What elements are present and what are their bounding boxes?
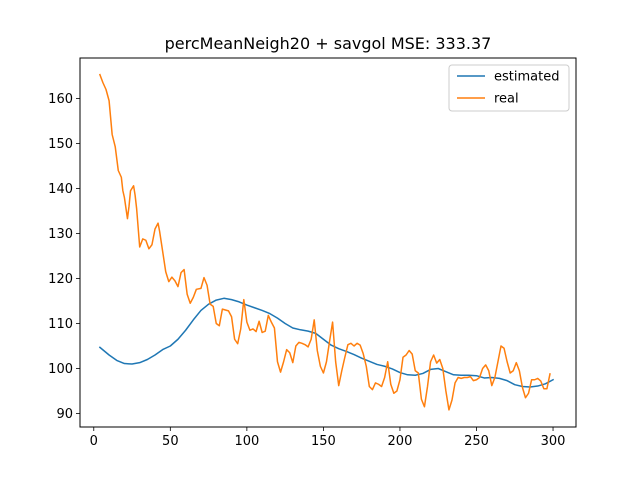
x-tick-label: 0 [90,434,98,449]
y-tick-label: 100 [48,362,73,377]
x-tick-label: 300 [541,434,566,449]
legend-label-estimated: estimated [494,70,559,85]
series-line-estimated [98,297,555,388]
x-tick-label: 250 [464,434,489,449]
chart-title: percMeanNeigh20 + savgol MSE: 333.37 [165,34,492,53]
series-layer [98,73,555,411]
x-tick-label: 200 [388,434,413,449]
x-axis: 0 50 100 150 200 250 300 [90,427,566,449]
y-tick-label: 150 [48,137,73,152]
y-tick-label: 90 [56,407,73,422]
x-tick-label: 50 [162,434,179,449]
x-tick-label: 100 [234,434,259,449]
y-tick-label: 140 [48,182,73,197]
x-tick-label: 150 [311,434,336,449]
plot-frame [79,57,577,428]
y-axis: 90 100 110 120 130 140 150 160 [48,92,80,422]
y-tick-label: 120 [48,272,73,287]
series-line-real [98,73,551,411]
y-tick-label: 110 [48,317,73,332]
y-tick-label: 160 [48,92,73,107]
legend: estimated real [448,64,570,112]
legend-label-real: real [494,92,519,107]
y-tick-label: 130 [48,227,73,242]
